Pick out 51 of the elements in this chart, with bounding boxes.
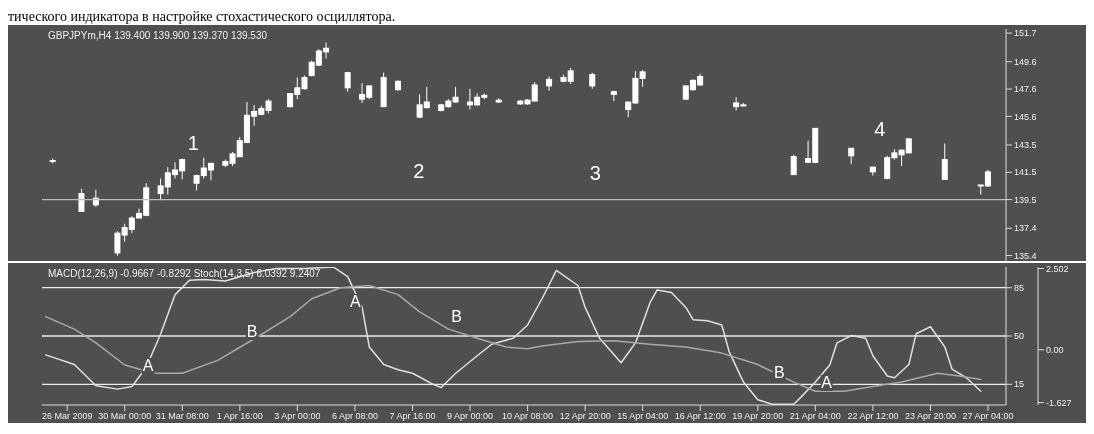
annotation: 3	[588, 161, 602, 184]
x-tick-label: 1 Apr 16:00	[216, 411, 263, 422]
y-tick-label: 50	[1014, 331, 1025, 342]
x-tick-label: 12 Apr 20:00	[559, 411, 611, 422]
annotation: A	[348, 292, 362, 310]
annotation: 4	[873, 117, 887, 140]
chart-title: GBPJPYm,H4 139.400 139.900 139.370 139.530	[47, 30, 269, 41]
x-tick-label: 26 Mar 2009	[41, 411, 93, 422]
y2-tick-label: -1.627	[1046, 397, 1072, 408]
annotation: B	[450, 307, 463, 325]
annotation: A	[820, 373, 834, 391]
annotation: A	[141, 357, 155, 375]
y-tick-label: 141.5	[1014, 167, 1037, 178]
chart-title: MACD(12,26,9) -0.9667 -0.8292 Stoch(14,3,5) 6.0392 9.2407	[47, 268, 322, 279]
line-series	[44, 284, 982, 392]
y-tick-label: 145.6	[1014, 111, 1037, 122]
x-tick-label: 21 Apr 04:00	[789, 411, 841, 422]
candlestick	[92, 189, 99, 208]
y-tick-label: 147.6	[1014, 84, 1037, 95]
x-tick-label: 30 Mar 00:00	[98, 411, 152, 422]
x-tick-label: 10 Apr 08:00	[502, 411, 554, 422]
x-tick-label: 19 Apr 20:00	[732, 411, 784, 422]
x-tick-label: 23 Apr 20:00	[904, 411, 956, 422]
annotation: B	[245, 322, 259, 340]
annotation: 1	[186, 131, 200, 154]
chart-subtitle: тического индикатора в настройке стохастического осциллятора.	[8, 8, 1086, 25]
y2-tick-label: 2.502	[1046, 263, 1069, 274]
x-tick-label: 15 Apr 04:00	[617, 411, 669, 422]
y-tick-label: 135.4	[1014, 250, 1037, 261]
x-tick-label: 31 Mar 08:00	[155, 411, 209, 422]
x-tick-label: 9 Apr 00:00	[447, 411, 494, 422]
y2-tick-label: 0.00	[1046, 344, 1064, 355]
candlestick	[941, 143, 948, 180]
y-tick-label: 149.6	[1014, 56, 1037, 67]
y-tick-label: 85	[1014, 282, 1025, 293]
x-tick-label: 6 Apr 08:00	[331, 411, 378, 422]
annotation: B	[773, 364, 786, 382]
y-tick-label: 139.5	[1014, 194, 1037, 205]
candlestick	[546, 75, 553, 92]
candlestick	[78, 188, 85, 212]
x-tick-label: 16 Apr 12:00	[674, 411, 726, 422]
x-tick-label: 7 Apr 16:00	[389, 411, 436, 422]
y-tick-label: 137.4	[1014, 223, 1037, 234]
x-tick-label: 22 Apr 12:00	[847, 411, 899, 422]
annotation: 2	[412, 159, 426, 182]
x-tick-label: 3 Apr 00:00	[274, 411, 321, 422]
y-tick-label: 143.5	[1014, 140, 1037, 151]
y-tick-label: 151.7	[1014, 28, 1037, 39]
x-tick-label: 27 Apr 04:00	[962, 411, 1014, 422]
candlestick	[790, 154, 797, 176]
y-tick-label: 15	[1014, 379, 1025, 390]
